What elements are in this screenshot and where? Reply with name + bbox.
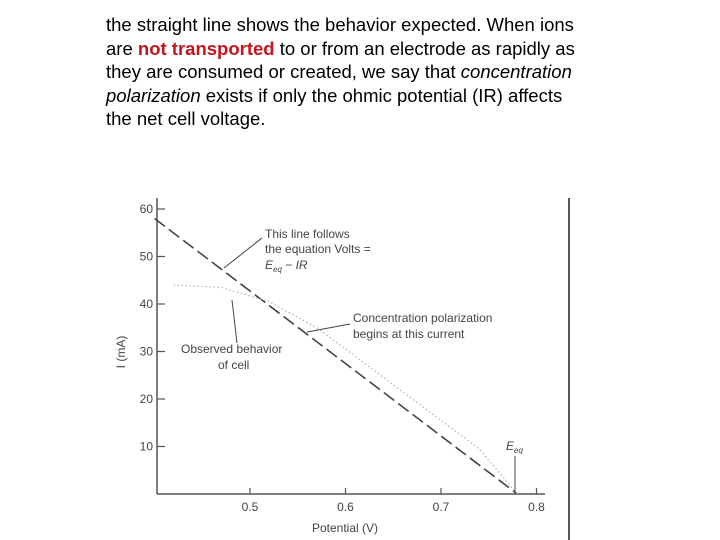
y-tick-label: 20	[140, 392, 154, 406]
y-tick-label: 30	[140, 345, 154, 359]
description-text-3: exists if only the ohmic potential (IR) …	[106, 84, 563, 130]
x-tick-label: 0.6	[337, 500, 354, 514]
x-tick-label: 0.5	[242, 500, 259, 514]
observed-behavior-series	[173, 284, 518, 495]
description-text-2: to or from an electrode as rapidly as th…	[106, 37, 575, 83]
annotation-ideal-line-3: Eeq − IR	[265, 258, 308, 274]
emphasis-not-transported: not transported	[137, 37, 275, 59]
y-tick-label: 60	[140, 202, 154, 216]
annotation-ideal-line-1: This line follows	[265, 227, 350, 241]
term-concentration-polarization: concentration polarization	[106, 61, 572, 106]
description-text-1: the straight line shows the behavior exp…	[106, 14, 574, 59]
ideal-line-series	[154, 217, 518, 495]
y-tick-label: 10	[140, 440, 154, 454]
eeq-symbol: E	[506, 439, 515, 453]
polarization-pointer	[306, 323, 351, 333]
x-axis-label: Potential (V)	[312, 521, 378, 535]
annotation-observed-1: Observed behavior	[181, 342, 282, 356]
y-tick-label: 40	[140, 297, 154, 311]
annotation-eeq: Eeq	[506, 439, 523, 455]
y-tick-label: 50	[140, 250, 154, 264]
y-axis-label: I (mA)	[114, 336, 128, 369]
observed-pointer	[231, 299, 238, 344]
annotation-ideal-line-2: the equation Volts =	[265, 242, 371, 256]
eq-symbol: E	[265, 258, 274, 272]
x-tick-label: 0.7	[433, 500, 450, 514]
x-tick-label: 0.8	[528, 500, 545, 514]
annotation-polarization-1: Concentration polarization	[353, 311, 492, 325]
eq-subscript: eq	[273, 265, 282, 274]
eq-rest: − IR	[282, 258, 308, 272]
annotation-polarization-2: begins at this current	[353, 327, 465, 341]
annotation-observed-2: of cell	[218, 358, 249, 372]
eeq-subscript: eq	[514, 446, 523, 455]
description-paragraph: the straight line shows the behavior exp…	[106, 13, 576, 131]
ideal-line-pointer	[223, 237, 263, 269]
